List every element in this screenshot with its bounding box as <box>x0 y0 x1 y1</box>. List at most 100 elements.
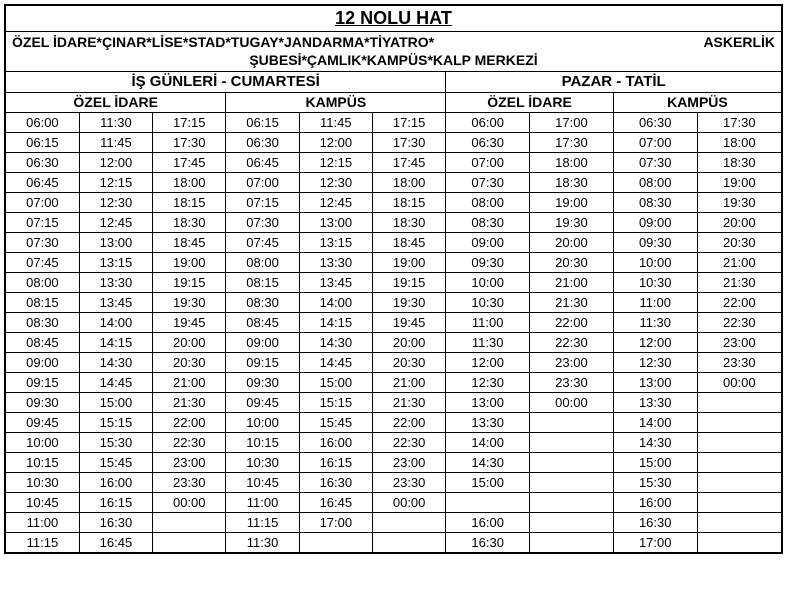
time-cell: 06:30 <box>613 112 697 132</box>
time-cell <box>299 532 372 552</box>
time-cell: 21:30 <box>697 272 781 292</box>
time-cell: 06:30 <box>6 152 79 172</box>
time-cell: 17:30 <box>372 132 445 152</box>
time-cell: 06:45 <box>226 152 299 172</box>
time-cell <box>372 532 445 552</box>
time-cell: 20:30 <box>153 352 226 372</box>
time-cell <box>697 452 781 472</box>
day-group-holiday: PAZAR - TATİL <box>446 72 781 92</box>
time-cell: 16:30 <box>299 472 372 492</box>
time-cell: 16:00 <box>79 472 152 492</box>
time-cell: 22:30 <box>153 432 226 452</box>
time-cell: 20:00 <box>153 332 226 352</box>
time-cell: 14:30 <box>299 332 372 352</box>
time-cell: 00:00 <box>372 492 445 512</box>
time-cell: 17:45 <box>153 152 226 172</box>
time-cell: 23:00 <box>530 352 614 372</box>
time-cell: 06:00 <box>446 112 530 132</box>
time-cell: 18:00 <box>153 172 226 192</box>
table-row: 06:4512:1518:0007:0012:3018:0007:3018:30… <box>6 172 781 192</box>
time-cell: 23:00 <box>153 452 226 472</box>
time-cell: 00:00 <box>153 492 226 512</box>
stop-kampus-2: KAMPÜS <box>613 92 781 112</box>
time-cell: 09:45 <box>6 412 79 432</box>
time-cell: 22:30 <box>530 332 614 352</box>
time-cell: 06:15 <box>6 132 79 152</box>
time-cell: 14:45 <box>79 372 152 392</box>
time-cell: 14:00 <box>79 312 152 332</box>
time-cell: 13:15 <box>299 232 372 252</box>
time-cell: 07:30 <box>6 232 79 252</box>
table-row: 10:0015:3022:3010:1516:0022:3014:0014:30 <box>6 432 781 452</box>
time-cell: 21:30 <box>153 392 226 412</box>
table-row: 11:1516:4511:3016:3017:00 <box>6 532 781 552</box>
time-cell: 09:00 <box>226 332 299 352</box>
time-cell: 19:15 <box>153 272 226 292</box>
time-cell: 07:15 <box>6 212 79 232</box>
time-cell: 16:30 <box>79 512 152 532</box>
time-cell: 08:00 <box>226 252 299 272</box>
time-cell: 09:45 <box>226 392 299 412</box>
time-cell: 07:00 <box>446 152 530 172</box>
page-title: 12 NOLU HAT <box>6 6 781 32</box>
time-cell: 18:15 <box>153 192 226 212</box>
time-cell: 16:45 <box>79 532 152 552</box>
time-cell <box>530 432 614 452</box>
time-cell: 09:30 <box>226 372 299 392</box>
time-cell: 15:30 <box>79 432 152 452</box>
time-cell: 19:30 <box>530 212 614 232</box>
table-row: 07:4513:1519:0008:0013:3019:0009:3020:30… <box>6 252 781 272</box>
time-cell: 22:00 <box>153 412 226 432</box>
time-cell: 16:45 <box>299 492 372 512</box>
time-cell: 10:00 <box>6 432 79 452</box>
timetable-frame: 12 NOLU HAT ÖZEL İDARE*ÇINAR*LİSE*STAD*T… <box>4 4 783 554</box>
time-cell: 08:15 <box>6 292 79 312</box>
time-cell <box>530 532 614 552</box>
time-cell: 13:45 <box>79 292 152 312</box>
time-cell: 21:00 <box>697 252 781 272</box>
time-cell: 23:30 <box>530 372 614 392</box>
table-row: 08:0013:3019:1508:1513:4519:1510:0021:00… <box>6 272 781 292</box>
time-cell: 12:00 <box>446 352 530 372</box>
day-group-weekday: İŞ GÜNLERİ - CUMARTESİ <box>6 72 446 92</box>
time-cell: 08:45 <box>226 312 299 332</box>
time-cell: 22:00 <box>372 412 445 432</box>
time-cell: 12:00 <box>299 132 372 152</box>
time-cell: 00:00 <box>697 372 781 392</box>
time-cell: 13:30 <box>613 392 697 412</box>
time-cell: 15:00 <box>299 372 372 392</box>
time-cell: 09:30 <box>6 392 79 412</box>
time-cell: 19:30 <box>153 292 226 312</box>
table-row: 07:1512:4518:3007:3013:0018:3008:3019:30… <box>6 212 781 232</box>
time-cell <box>697 492 781 512</box>
time-cell <box>446 492 530 512</box>
time-cell: 15:00 <box>446 472 530 492</box>
time-cell: 06:45 <box>6 172 79 192</box>
time-cell: 13:30 <box>446 412 530 432</box>
time-cell: 11:00 <box>446 312 530 332</box>
time-cell: 08:30 <box>6 312 79 332</box>
time-cell: 09:30 <box>613 232 697 252</box>
time-cell: 17:15 <box>153 112 226 132</box>
table-row: 07:0012:3018:1507:1512:4518:1508:0019:00… <box>6 192 781 212</box>
time-cell: 22:30 <box>372 432 445 452</box>
time-cell: 13:00 <box>446 392 530 412</box>
time-cell: 19:45 <box>372 312 445 332</box>
time-cell: 10:15 <box>6 452 79 472</box>
time-cell: 18:30 <box>372 212 445 232</box>
time-cell: 10:30 <box>446 292 530 312</box>
time-cell: 07:30 <box>446 172 530 192</box>
time-cell: 15:00 <box>613 452 697 472</box>
time-cell: 12:45 <box>79 212 152 232</box>
time-cell: 06:30 <box>226 132 299 152</box>
time-cell: 13:30 <box>79 272 152 292</box>
time-cell: 17:00 <box>613 532 697 552</box>
time-cell: 18:30 <box>697 152 781 172</box>
time-cell: 13:00 <box>79 232 152 252</box>
time-cell: 21:00 <box>153 372 226 392</box>
header-row-stops: ÖZEL İDARE KAMPÜS ÖZEL İDARE KAMPÜS <box>6 92 781 112</box>
table-row: 06:1511:4517:3006:3012:0017:3006:3017:30… <box>6 132 781 152</box>
time-cell <box>153 532 226 552</box>
time-cell: 20:30 <box>372 352 445 372</box>
time-cell: 11:00 <box>613 292 697 312</box>
